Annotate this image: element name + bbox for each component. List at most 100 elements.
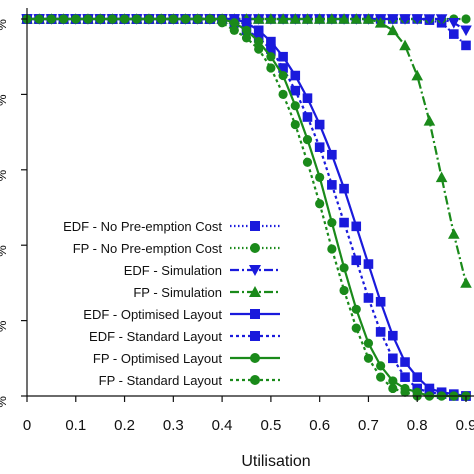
data-point [387,24,399,36]
data-point [374,16,387,28]
data-point [423,14,436,25]
data-point [339,285,349,296]
data-point [327,180,337,190]
data-point [278,63,288,73]
legend: EDF - No Pre-emption Cost FP - No Pre-emp… [63,219,280,388]
data-point [314,119,325,130]
legend-marker [249,265,261,276]
data-point [400,387,410,397]
data-point [339,183,349,194]
legend-marker [250,375,260,385]
data-point [388,383,398,394]
data-point [229,25,239,35]
data-point [58,14,69,24]
data-point [387,14,399,25]
legend-marker [250,221,260,231]
data-point [266,36,276,47]
data-point [83,14,93,24]
data-point [327,149,337,160]
data-point [241,25,252,35]
data-point [217,18,227,28]
legend-label: FP - Standard Layout [99,373,223,388]
x-tick-label: 0.1 [65,417,86,434]
data-point [388,376,398,386]
data-point [388,353,398,364]
data-point [46,14,56,24]
data-point [278,51,288,62]
data-point [351,323,361,333]
x-tick-label: 0.8 [407,417,428,434]
data-point [95,14,105,24]
data-point [277,13,289,24]
data-point [302,112,313,122]
data-point [290,70,301,81]
y-tick-label: % [0,169,9,181]
data-point [290,119,300,130]
legend-label: FP - Simulation [133,285,222,300]
x-tick-label: 0 [23,417,31,434]
data-point [205,14,215,24]
x-axis-label: Utilisation [241,453,310,470]
data-point [339,263,349,273]
legend-label: EDF - No Pre-emption Cost [63,219,222,234]
data-point [460,25,472,37]
data-point [315,199,325,209]
data-point [241,33,252,43]
data-point [289,13,302,24]
data-point [351,221,362,232]
data-point [254,37,264,47]
y-tick-label: % [0,245,9,257]
data-point [351,304,361,314]
data-point [34,14,44,24]
legend-label: EDF - Optimised Layout [83,307,222,322]
data-point [388,330,398,341]
data-point [119,14,130,24]
data-point [327,217,337,228]
data-point [168,14,178,24]
data-point [254,44,264,54]
data-point [252,13,265,24]
data-point [363,259,374,269]
data-point [412,372,423,382]
data-point [376,361,386,371]
data-point [241,17,252,28]
data-point [375,296,386,307]
data-point [302,157,313,167]
data-point [229,18,239,28]
data-point [132,14,142,24]
legend-label: FP - Optimised Layout [93,351,222,366]
x-tick-label: 0.2 [114,417,135,434]
legend-marker [249,286,261,297]
y-tick-label: % [0,19,9,31]
data-point [180,14,191,24]
data-point [435,171,448,183]
data-point [301,13,314,24]
data-point [400,357,410,367]
data-point [375,327,386,337]
x-tick-label: 0.5 [260,417,281,434]
data-point [266,63,276,73]
data-point [338,13,350,24]
x-tick-label: 0.4 [212,417,233,434]
legend-label: EDF - Simulation [124,263,222,278]
data-point [423,114,436,126]
data-point [460,277,472,288]
data-point [448,228,460,239]
data-point [411,14,424,25]
data-point [107,14,117,24]
data-point [71,14,81,24]
x-tick-label: 0.3 [163,417,184,434]
legend-marker [250,309,260,319]
data-point [278,70,288,81]
data-point [376,372,386,382]
y-tick-label: % [0,320,9,332]
data-point [302,93,313,103]
data-point [411,69,424,81]
data-point [350,13,363,24]
legend-marker [250,243,260,253]
data-point [399,14,411,25]
data-point [313,13,326,24]
data-point [339,217,349,228]
data-point [363,338,374,348]
